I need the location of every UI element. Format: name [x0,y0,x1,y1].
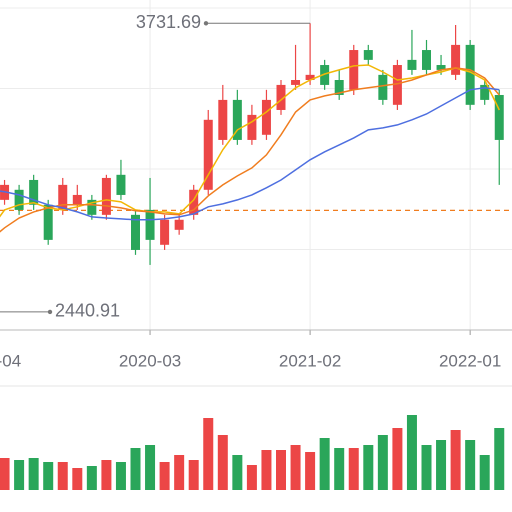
volume-bar [276,450,286,490]
candle-body [407,59,417,70]
candle-body [451,44,461,75]
volume-bar [392,428,403,490]
candle-body [276,84,286,110]
candle-body [29,179,39,205]
volume-bar [377,435,388,490]
candle-body [320,65,330,85]
x-tick-label: 2019-04 [0,351,21,370]
volume-bar [319,438,330,490]
volume-bar [421,445,432,490]
volume-bar [494,428,505,490]
volume-bar [130,448,141,490]
x-tick-label: 2022-01 [439,351,501,370]
candle-body [116,174,126,195]
volume-bar [203,418,214,490]
volume-bar [115,462,126,490]
volume-bar [159,462,170,490]
volume-bar [86,466,97,490]
candle-body [247,114,257,140]
volume-bar [101,460,112,490]
min-label: 2440.91 [55,301,120,321]
candle-body [101,177,111,215]
volume-bar [261,450,272,490]
volume-bar [348,448,359,490]
candle-body [291,80,301,85]
candle-body [145,209,155,240]
candle-body [363,50,373,60]
max-marker-dot [203,21,209,26]
volume-bar [14,460,25,490]
volume-bar [479,455,490,490]
volume-bar [188,460,199,490]
volume-bar [363,445,374,490]
candle-body [203,119,213,190]
candle-body [14,189,24,210]
candle-body [261,99,271,135]
volume-bar [174,455,185,490]
candle-body [160,219,170,245]
candle-body [422,50,431,70]
volume-bar [0,458,10,490]
moving-average-line [0,67,500,233]
moving-average-line [0,64,500,218]
candle-body [43,204,53,240]
candle-body [436,65,446,70]
volume-bar [436,440,447,490]
candle-body [378,74,388,100]
candle-body [218,99,228,140]
volume-bar [43,462,54,490]
candle-body [131,214,140,250]
max-label: 3731.69 [136,12,201,32]
volume-bar [334,448,345,490]
volume-bar [290,445,301,490]
candle-body [494,94,504,140]
volume-bar [406,415,417,490]
volume-bar [450,430,461,490]
candle-body [480,84,490,100]
volume-bar [217,435,228,490]
volume-bar [145,445,156,490]
candle-body [58,184,68,210]
candle-body [392,65,402,105]
candle-body [189,189,199,215]
candle-body [465,44,475,105]
candle-body [349,50,359,90]
moving-average-line [0,87,500,221]
candle-body [232,99,242,140]
candle-body [305,74,315,81]
candle-body [87,199,97,215]
min-marker-dot [47,309,53,315]
candle-body [334,80,344,95]
volume-bar [305,452,316,490]
volume-bar [246,465,257,490]
volume-bar [28,458,39,490]
x-tick-label: 2020-03 [119,351,181,370]
candle-body [174,219,184,230]
volume-bar [72,468,83,490]
x-tick-label: 2021-02 [279,351,341,370]
volume-bar [465,440,476,490]
volume-bar [232,455,243,490]
volume-bar [57,462,68,490]
candle-body [72,194,82,205]
